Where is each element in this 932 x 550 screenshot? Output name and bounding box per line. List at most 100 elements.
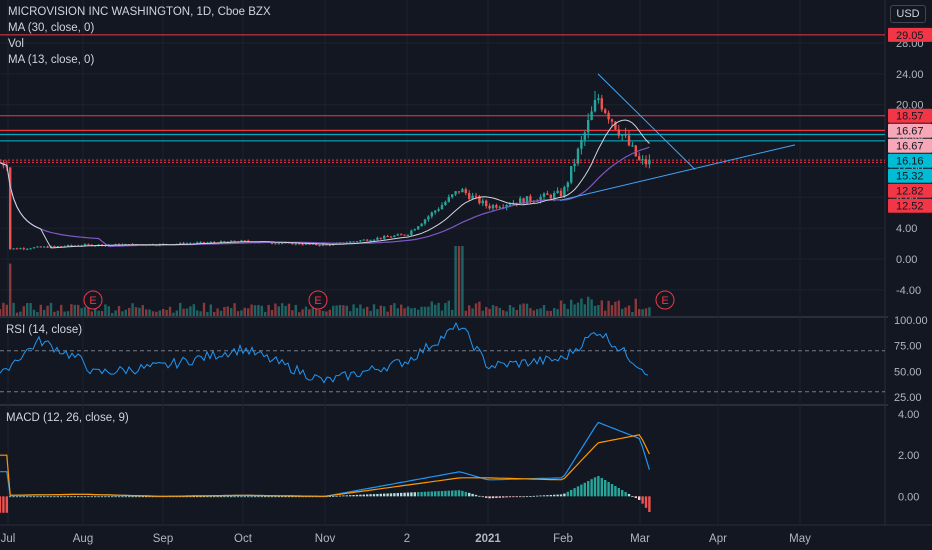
macd-histogram-bar <box>369 494 372 497</box>
volume-bar <box>413 307 416 316</box>
volume-bar <box>141 305 144 316</box>
moving-averages <box>0 119 650 249</box>
volume-bar <box>94 305 97 316</box>
macd-histogram-bar <box>597 476 600 497</box>
macd-histogram-bar <box>230 496 233 498</box>
volume-bar <box>29 303 32 316</box>
vol-legend[interactable]: Vol <box>8 38 24 50</box>
candle-body <box>219 241 223 244</box>
volume-bar <box>641 309 644 316</box>
macd-histogram-bar <box>32 496 36 498</box>
candle-body <box>60 246 63 248</box>
macd-histogram-bar <box>5 496 8 513</box>
volume-bar <box>209 304 212 316</box>
macd-histogram-bar <box>417 492 420 497</box>
volume-bar <box>291 310 294 316</box>
candle-body <box>240 240 243 243</box>
volume-bar <box>277 306 280 316</box>
macd-histogram-bar <box>508 496 512 498</box>
volume-bar <box>481 310 484 316</box>
volume-bar <box>172 312 175 316</box>
macd-histogram-bar <box>366 494 369 497</box>
macd-histogram-bar <box>355 494 359 497</box>
volume-bar <box>250 304 253 316</box>
ma13-legend[interactable]: MA (13, close, 0) <box>8 54 95 66</box>
candle-body <box>546 193 549 195</box>
macd-histogram-bar <box>60 496 63 498</box>
volume-bar <box>427 306 430 316</box>
macd-histogram-bar <box>471 493 474 497</box>
volume-bar <box>189 306 192 316</box>
macd-histogram-bar <box>641 496 644 504</box>
volume-bar <box>121 311 124 316</box>
macd-legend[interactable]: MACD (12, 26, close, 9) <box>6 412 129 424</box>
volume-bar <box>406 306 410 316</box>
volume-bar <box>471 308 474 316</box>
volume-bar <box>308 309 311 316</box>
macd-histogram-bar <box>304 496 308 498</box>
candle-body <box>243 240 246 242</box>
volume-bar <box>151 311 155 316</box>
candle-body <box>498 207 501 209</box>
ma30-legend[interactable]: MA (30, close, 0) <box>8 22 95 34</box>
price-axis: 28.0024.0020.0016.0012.008.004.000.00-4.… <box>888 27 932 503</box>
macd-histogram-bar <box>138 496 141 498</box>
macd-histogram-bar <box>131 496 134 498</box>
volume-bar <box>372 304 376 316</box>
price-tick-label: 0.00 <box>896 254 917 266</box>
volume-bar <box>583 304 586 316</box>
macd-histogram-bar <box>383 493 386 497</box>
volume-bar <box>22 306 25 316</box>
macd-histogram-bar <box>485 496 488 498</box>
rsi-tick-label: 75.00 <box>894 341 922 353</box>
candle-body <box>644 159 648 165</box>
volume-bar <box>478 301 481 316</box>
currency-button[interactable]: USD <box>890 5 926 23</box>
volume-bar <box>104 304 107 316</box>
volume-bar <box>145 309 148 316</box>
macd-histogram-bar <box>192 496 195 498</box>
candle-body <box>434 210 437 213</box>
macd-histogram-bar <box>46 496 49 498</box>
volume-bar <box>247 308 250 316</box>
volume-bar <box>131 303 134 316</box>
volume-bar <box>219 310 223 316</box>
macd-histogram-bar <box>525 496 529 498</box>
candle-body <box>471 195 474 199</box>
volume-bar <box>267 304 270 316</box>
volume-bar <box>580 298 583 316</box>
rsi-legend[interactable]: RSI (14, close) <box>6 324 83 336</box>
rising-trendline <box>559 144 796 201</box>
macd-histogram-bar <box>240 496 243 498</box>
volume-bar <box>39 304 42 316</box>
volume-bar <box>223 306 226 316</box>
candle-body <box>277 243 280 245</box>
volume-bar <box>410 308 413 316</box>
candle-body <box>607 112 610 120</box>
macd-histogram-bar <box>294 496 297 498</box>
time-tick-label: Apr <box>709 533 727 545</box>
volume-bar <box>502 310 505 316</box>
candle-body <box>369 240 372 242</box>
macd-histogram-bar <box>53 496 56 498</box>
level-price-tag <box>888 138 932 153</box>
macd-pane <box>0 421 651 513</box>
macd-histogram-bar <box>107 496 110 498</box>
volume-bar <box>376 309 379 316</box>
candle-body <box>590 111 593 120</box>
volume-bar <box>461 246 464 316</box>
volume-bar <box>56 310 59 316</box>
macd-histogram-bar <box>614 485 617 497</box>
candle-body <box>597 98 600 100</box>
volume-bar <box>128 307 131 316</box>
volume-bar <box>512 307 515 316</box>
price-tick-label: 24.00 <box>896 69 924 81</box>
macd-histogram-bar <box>593 477 597 497</box>
candle-body <box>372 239 376 241</box>
volume-bar <box>444 303 447 316</box>
macd-histogram-bar <box>410 492 413 497</box>
volume-bar <box>230 308 233 316</box>
volume-bar <box>90 311 93 316</box>
candle-body <box>641 159 644 161</box>
